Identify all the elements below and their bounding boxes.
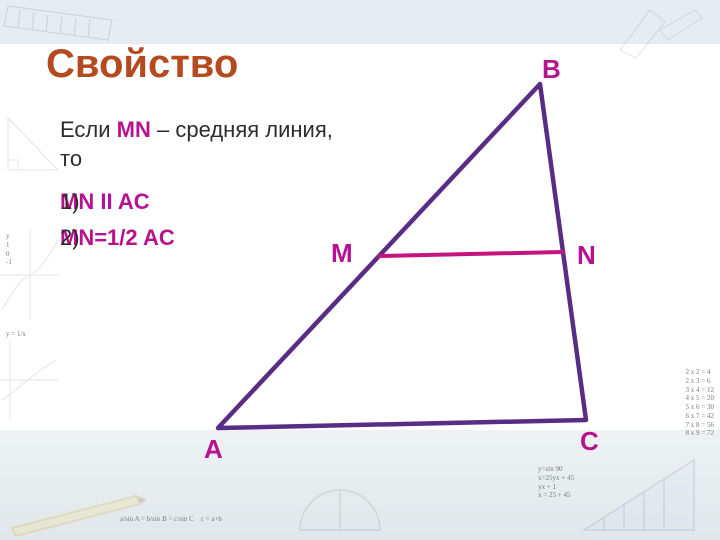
corner-math-br: y=sin 90 x=25yx + 45 yx + 1 x = 25 + 45 [538,465,574,500]
item2-number: 2) [60,225,80,251]
midline-mn [379,252,563,256]
text-mn: MN [117,117,151,142]
vertex-label-c: C [580,426,599,457]
text-pre: Если [60,117,117,142]
corner-math-right: 2 x 2 = 4 2 x 3 = 6 3 x 4 = 12 4 x 5 = 2… [686,368,714,438]
corner-math-bl: a/sin A = b/sin B = c/sin C c = a+b [120,515,222,524]
vertex-label-n: N [577,240,596,271]
corner-math-left-mid: y = 1/x [6,330,26,339]
item1-number: 1) [60,189,80,215]
vertex-label-m: M [331,238,353,269]
corner-math-left-top: y 1 0 -1 [6,232,12,267]
vertex-label-b: B [542,54,561,85]
vertex-label-a: A [204,434,223,465]
